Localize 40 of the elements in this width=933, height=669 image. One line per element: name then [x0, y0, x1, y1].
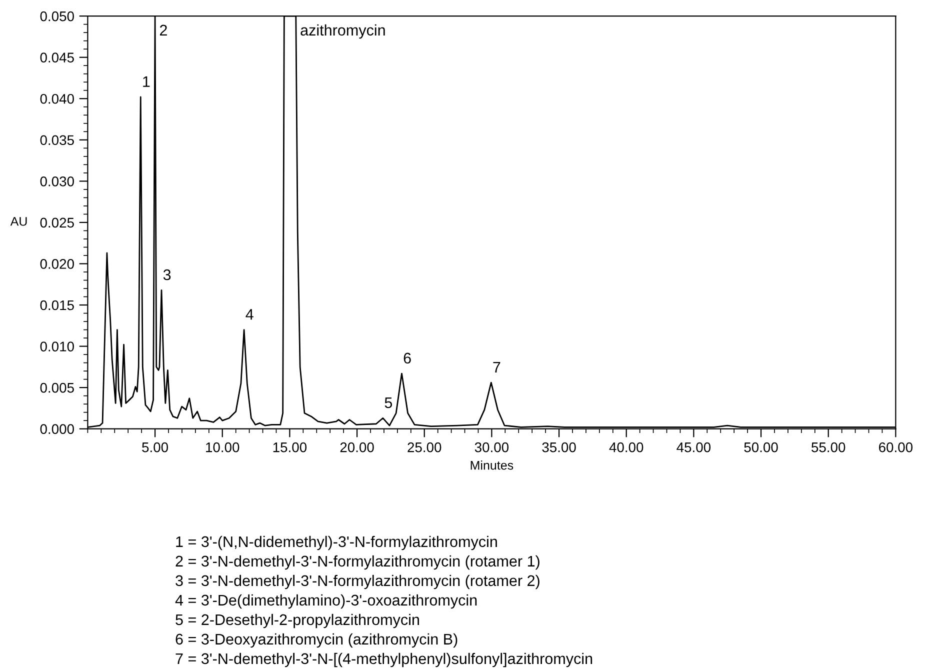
text: 1 = 3'-(N,N-didemethyl)-3'-N-formylazithromycin	[176, 536, 497, 550]
y-tick-label: 0.005	[40, 382, 74, 393]
text: 4 = 3'-De(dimethylamino)-3'-oxoazithromycin	[175, 594, 477, 609]
y-tick-label: 0.040	[40, 94, 74, 104]
annotation: 4	[246, 309, 254, 320]
annotation: 1	[143, 76, 150, 87]
text: 2 = 3'-N-demethyl-3'-N-formylazithromycin (rotamer 1)	[176, 555, 540, 570]
y-tick-label: 0.000	[40, 424, 74, 434]
y-tick-label: 0.025	[40, 218, 74, 228]
y-tick-label: 0.015	[40, 300, 74, 310]
x-tick-label: 30.00	[474, 442, 509, 452]
y-tick-label: 0.045	[40, 52, 74, 63]
y-axis-title: AU	[10, 217, 27, 226]
x-tick-label: 10.00	[206, 442, 240, 452]
text: 6 = 3-Deoxyazithromycin (azithromycin B)	[176, 633, 458, 648]
text: 5 = 2-Desethyl-2-propylazithromycin	[176, 614, 419, 628]
x-axis-title: Minutes	[470, 460, 514, 470]
y-tick-label: 0.010	[40, 342, 74, 352]
x-tick-label: 40.00	[609, 442, 644, 452]
x-tick-label: 55.00	[812, 442, 846, 452]
y-tick-label: 0.035	[40, 135, 74, 146]
x-tick-label: 50.00	[744, 442, 778, 452]
annotation: 6	[404, 352, 411, 364]
annotation: 2	[160, 24, 167, 36]
text: 3 = 3'-N-demethyl-3'-N-formylazithromycin (rotamer 2)	[176, 574, 540, 590]
x-tick-label: 35.00	[542, 442, 576, 452]
x-tick-label: 15.00	[273, 442, 307, 452]
x-tick-label: 25.00	[408, 442, 442, 452]
y-tick-label: 0.020	[40, 259, 74, 269]
annotation: 5	[384, 397, 392, 408]
annotation: 3	[163, 269, 171, 280]
x-tick-label: 45.00	[676, 442, 711, 452]
y-tick-label: 0.050	[40, 11, 74, 22]
x-tick-label: 20.00	[340, 442, 374, 452]
x-tick-label: 5.00	[142, 442, 168, 452]
text: 7 = 3'-N-demethyl-3'-N-[(4-methylphenyl)sulfonyl]azithromycin	[176, 652, 592, 668]
y-tick-label: 0.030	[40, 176, 74, 186]
x-tick-label: 60.00	[879, 442, 913, 452]
annotation: azithromycin	[300, 24, 385, 39]
annotation: 7	[493, 362, 500, 372]
